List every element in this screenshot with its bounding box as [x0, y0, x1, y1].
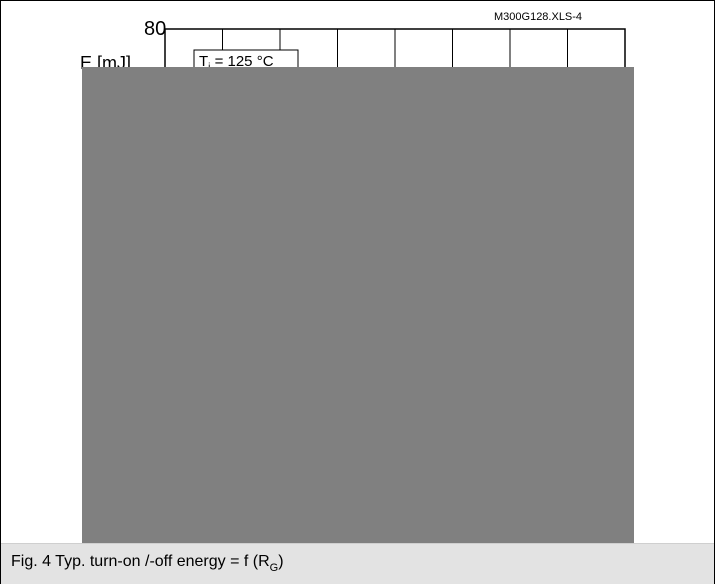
y-tick-label: 80 [144, 18, 166, 40]
gray-occlusion-block [82, 67, 634, 543]
file-label: M300G128.XLS-4 [494, 11, 582, 23]
caption-suffix: ) [278, 553, 284, 570]
annotation-suffix: = 125 °C [210, 53, 273, 70]
annotation-prefix: T [199, 53, 208, 70]
caption-subscript: G [269, 562, 279, 574]
caption-bar: Fig. 4 Typ. turn-on /-off energy = f (RG… [1, 543, 714, 584]
caption-prefix: Fig. 4 Typ. turn-on /-off energy = f (R [11, 553, 270, 570]
figure-caption: Fig. 4 Typ. turn-on /-off energy = f (RG… [11, 553, 284, 574]
